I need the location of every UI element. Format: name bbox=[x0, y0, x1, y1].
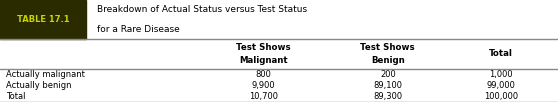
Text: Actually malignant: Actually malignant bbox=[6, 70, 84, 79]
Text: 89,300: 89,300 bbox=[373, 92, 402, 101]
Text: Actually benign: Actually benign bbox=[6, 81, 71, 90]
Bar bbox=[0, 0, 86, 39]
Text: 800: 800 bbox=[256, 70, 272, 79]
Text: Test Shows: Test Shows bbox=[360, 43, 415, 52]
Text: 9,900: 9,900 bbox=[252, 81, 276, 90]
Text: 10,700: 10,700 bbox=[249, 92, 278, 101]
Text: Breakdown of Actual Status versus Test Status: Breakdown of Actual Status versus Test S… bbox=[97, 5, 307, 14]
Text: for a Rare Disease: for a Rare Disease bbox=[97, 25, 179, 34]
Text: Total: Total bbox=[489, 49, 513, 58]
Text: TABLE 17.1: TABLE 17.1 bbox=[17, 15, 70, 24]
Text: 1,000: 1,000 bbox=[489, 70, 513, 79]
Text: 89,100: 89,100 bbox=[373, 81, 402, 90]
Text: Total: Total bbox=[6, 92, 25, 101]
Text: 200: 200 bbox=[380, 70, 396, 79]
Text: Benign: Benign bbox=[371, 56, 405, 65]
Text: 100,000: 100,000 bbox=[484, 92, 518, 101]
Text: 99,000: 99,000 bbox=[487, 81, 515, 90]
Text: Test Shows: Test Shows bbox=[237, 43, 291, 52]
Text: Malignant: Malignant bbox=[239, 56, 288, 65]
